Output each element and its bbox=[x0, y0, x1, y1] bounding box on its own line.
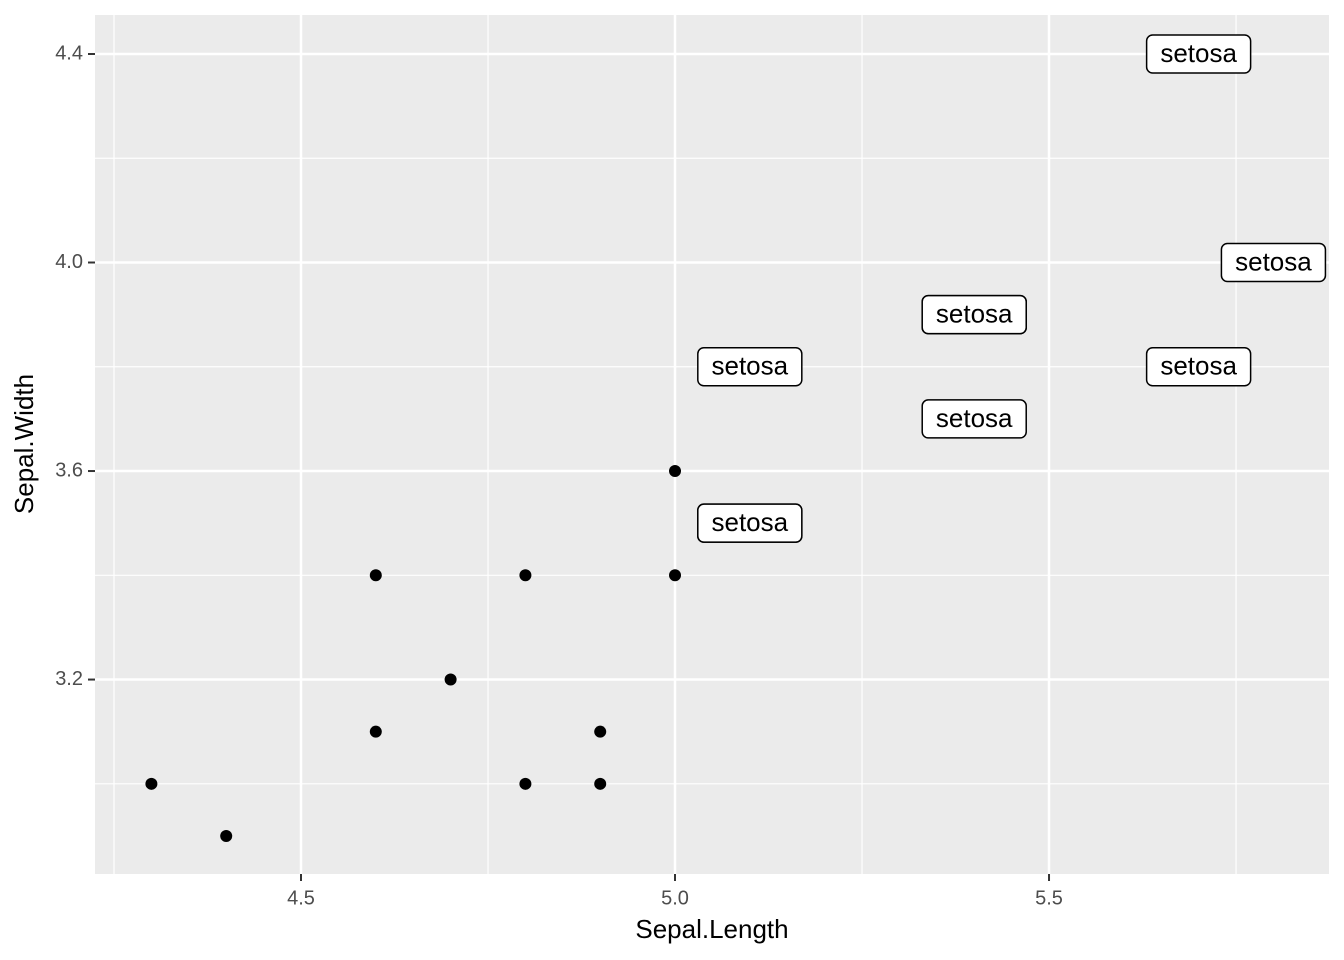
y-axis-title: Sepal.Width bbox=[9, 374, 39, 514]
label-text: setosa bbox=[936, 299, 1013, 329]
y-tick-label: 3.2 bbox=[55, 668, 83, 690]
label-background bbox=[1145, 347, 1252, 387]
point bbox=[369, 569, 382, 582]
label-box: setosa bbox=[697, 347, 803, 387]
point bbox=[669, 465, 682, 478]
point bbox=[519, 569, 532, 582]
label-background bbox=[921, 399, 1027, 439]
label-box: setosa bbox=[1220, 242, 1327, 283]
label-text: setosa bbox=[712, 351, 789, 381]
x-tick-label: 4.5 bbox=[287, 887, 315, 909]
x-axis-title: Sepal.Length bbox=[635, 914, 788, 944]
label-box: setosa bbox=[1145, 347, 1252, 387]
label-text: setosa bbox=[1235, 246, 1312, 276]
label-box: setosa bbox=[921, 294, 1027, 335]
y-tick-label: 4.0 bbox=[55, 251, 83, 273]
point bbox=[519, 777, 532, 790]
label-background bbox=[697, 503, 803, 543]
marks: setosa setosa setosa setosa setosa setosa seto… bbox=[145, 34, 1327, 842]
label-background bbox=[1145, 34, 1252, 74]
point bbox=[220, 829, 233, 842]
point bbox=[369, 725, 382, 738]
label-box: setosa bbox=[1145, 34, 1252, 74]
label-box: setosa bbox=[921, 399, 1027, 439]
y-tick-label: 3.6 bbox=[55, 459, 83, 481]
label-background bbox=[921, 294, 1027, 335]
grid bbox=[95, 15, 1329, 874]
point bbox=[669, 569, 682, 582]
y-tick-label: 4.4 bbox=[55, 42, 83, 64]
point bbox=[145, 777, 158, 790]
label-box: setosa bbox=[697, 503, 803, 543]
label-background bbox=[697, 347, 803, 387]
label-background bbox=[1220, 242, 1327, 283]
label-text: setosa bbox=[1160, 351, 1237, 381]
panel bbox=[95, 15, 1329, 874]
x-tick-label: 5.0 bbox=[661, 887, 689, 909]
point bbox=[444, 673, 457, 686]
label-text: setosa bbox=[712, 507, 789, 537]
label-text: setosa bbox=[936, 403, 1013, 433]
point bbox=[594, 725, 607, 738]
label-text: setosa bbox=[1160, 38, 1237, 68]
x-tick-label: 5.5 bbox=[1035, 887, 1063, 909]
point bbox=[594, 777, 607, 790]
